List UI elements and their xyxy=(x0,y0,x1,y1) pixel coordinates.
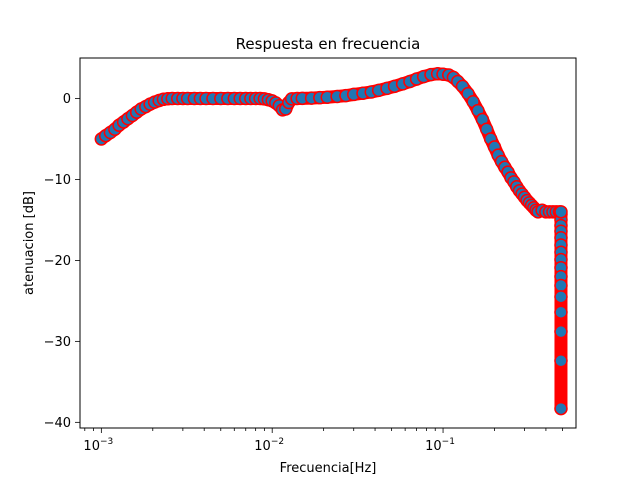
x-tick-label: 10−3 xyxy=(83,437,113,454)
chart-title: Respuesta en frecuencia xyxy=(236,35,421,53)
data-point xyxy=(554,401,568,416)
y-tick-label: 0 xyxy=(63,92,71,107)
y-tick-label: −40 xyxy=(44,416,71,431)
series-band xyxy=(94,67,568,416)
x-tick-label: 10−2 xyxy=(254,437,284,454)
y-tick-label: −20 xyxy=(44,254,71,269)
x-tick-exponent: −3 xyxy=(100,437,113,447)
data-point xyxy=(554,290,568,304)
y-tick-label: −30 xyxy=(44,335,71,350)
data-point xyxy=(554,354,568,368)
x-tick-label: 10−1 xyxy=(425,437,455,454)
x-axis-ticks: 10−3 10−2 10−1 xyxy=(83,428,563,454)
plot-frame xyxy=(79,57,577,429)
x-tick-exponent: −1 xyxy=(442,437,455,447)
plot-area xyxy=(94,67,568,416)
y-axis-ticks: 0 −10 −20 −30 −40 xyxy=(44,92,80,431)
data-point xyxy=(554,305,568,319)
data-point xyxy=(554,278,568,293)
y-tick-label: −10 xyxy=(44,173,71,188)
data-point xyxy=(554,324,568,339)
y-axis-label: atenuacion [dB] xyxy=(22,191,37,295)
x-tick-exponent: −2 xyxy=(271,437,284,447)
x-axis-label: Frecuencia[Hz] xyxy=(280,461,377,476)
data-point xyxy=(554,205,568,219)
